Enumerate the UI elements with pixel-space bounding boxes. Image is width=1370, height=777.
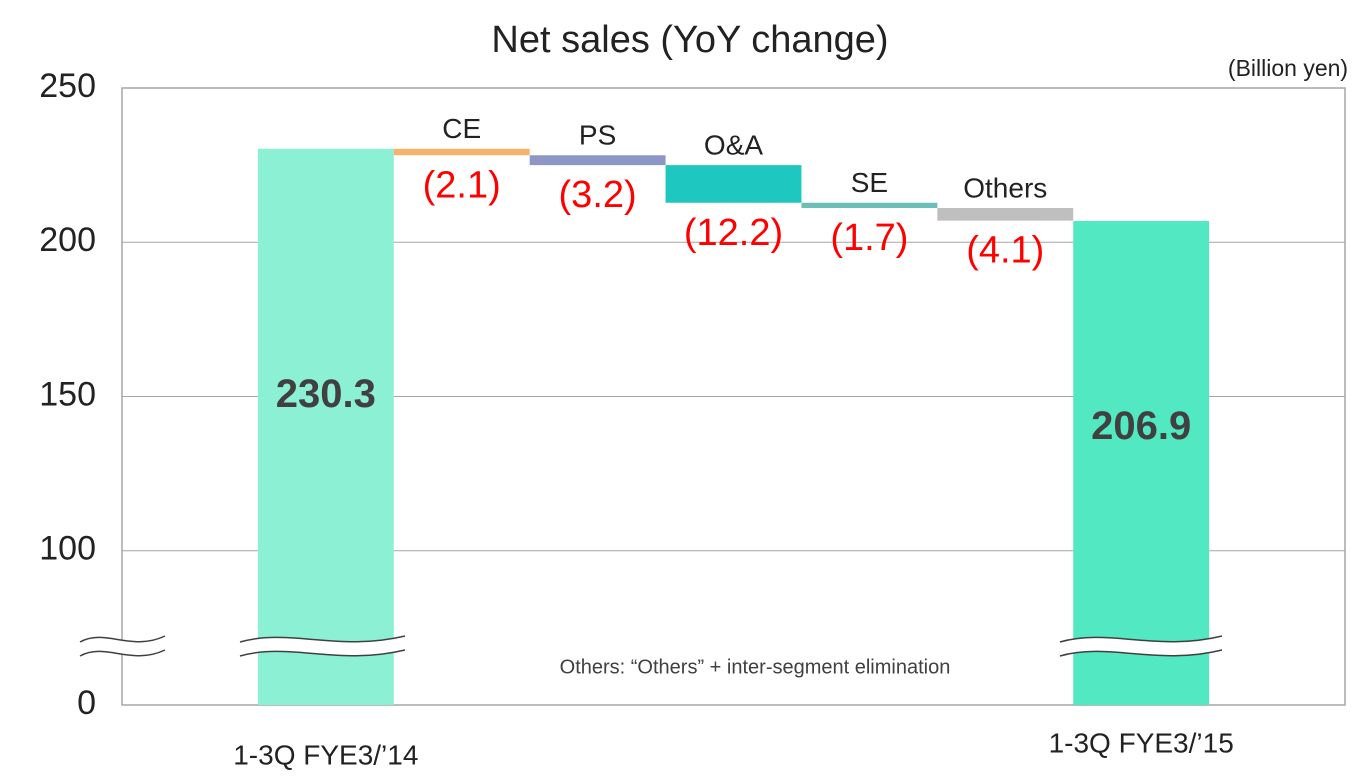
category-label: CE bbox=[442, 113, 481, 144]
bar bbox=[529, 155, 666, 166]
value-label: (4.1) bbox=[966, 230, 1044, 272]
y-tick-label: 0 bbox=[77, 684, 96, 722]
break-line bbox=[79, 635, 166, 643]
bar bbox=[937, 208, 1074, 221]
category-label: SE bbox=[851, 167, 888, 198]
category-label: O&A bbox=[704, 130, 763, 161]
break-line bbox=[79, 649, 166, 657]
bar bbox=[393, 148, 530, 156]
plot-frame bbox=[121, 87, 1346, 706]
bar bbox=[665, 165, 802, 203]
value-label: (3.2) bbox=[559, 174, 637, 216]
break-line bbox=[1059, 635, 1223, 643]
value-label: (2.1) bbox=[423, 164, 501, 206]
value-label: (1.7) bbox=[830, 217, 908, 259]
y-tick-label: 200 bbox=[39, 221, 96, 259]
chart-title: Net sales (YoY change) bbox=[491, 19, 888, 61]
value-label: (12.2) bbox=[684, 212, 783, 254]
value-label: 230.3 bbox=[276, 372, 376, 416]
break-line bbox=[239, 649, 406, 657]
x-tick-label: 1-3Q FYE3/’15 bbox=[1049, 727, 1234, 758]
bar bbox=[1073, 220, 1210, 705]
bar bbox=[801, 202, 938, 209]
y-tick-label: 100 bbox=[39, 530, 96, 568]
y-tick-label: 150 bbox=[39, 375, 96, 413]
break-line bbox=[1059, 649, 1223, 657]
y-tick-label: 250 bbox=[39, 67, 96, 105]
x-tick-label: 1-3Q FYE3/’14 bbox=[233, 739, 418, 770]
category-label: PS bbox=[579, 120, 616, 151]
unit-label: (Billion yen) bbox=[1228, 55, 1348, 81]
annotation: Others: “Others” + inter-segment elimina… bbox=[560, 656, 951, 678]
value-label: 206.9 bbox=[1091, 404, 1191, 448]
category-label: Others bbox=[963, 172, 1047, 203]
bar bbox=[257, 148, 394, 705]
break-line bbox=[239, 635, 406, 643]
